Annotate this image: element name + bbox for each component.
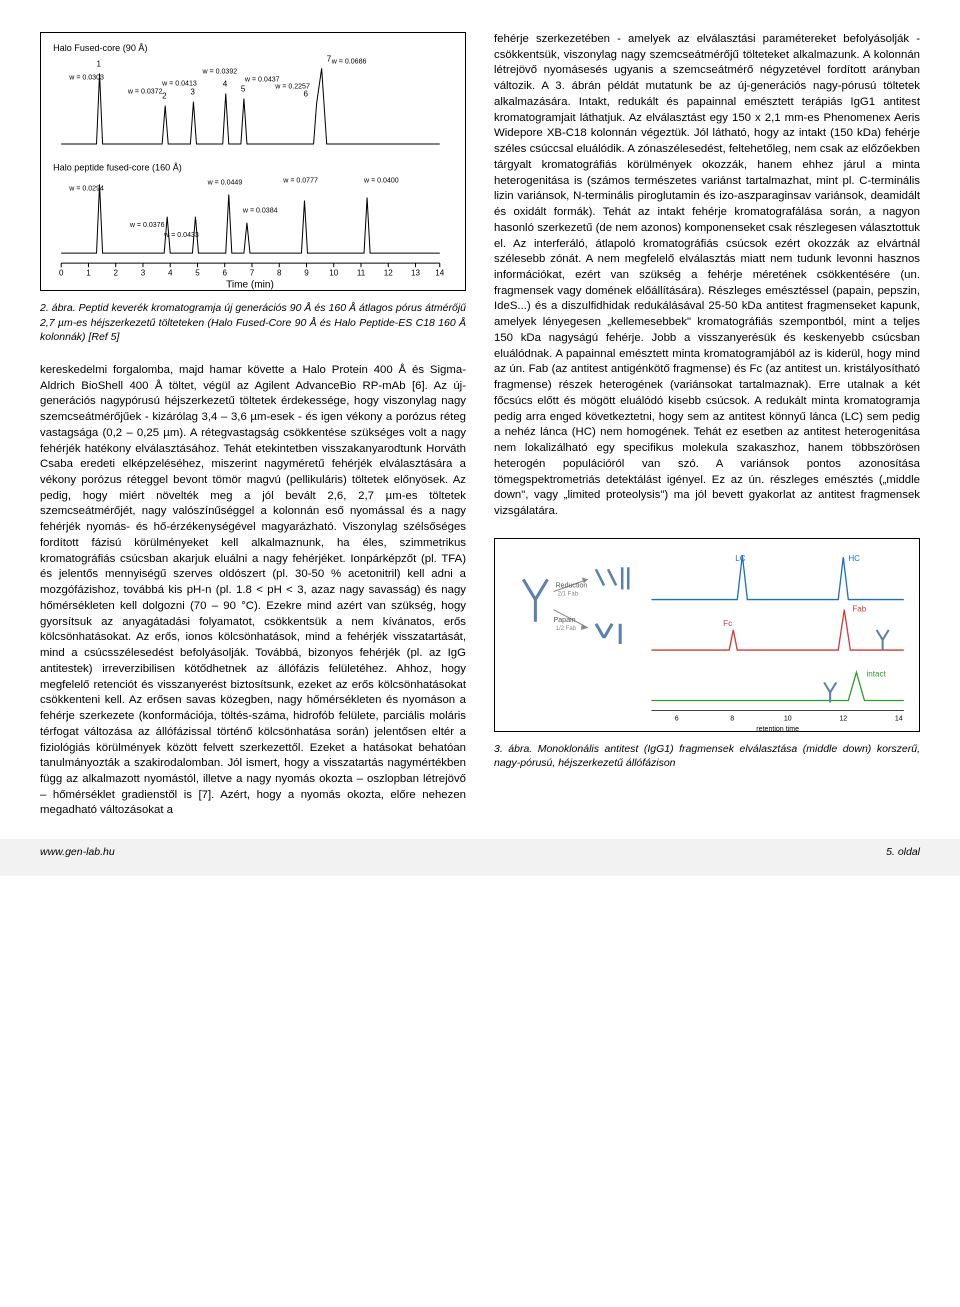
x-tick: 11: [357, 268, 366, 277]
peak-label-fab: Fab: [852, 604, 866, 613]
peak-label-lc: LC: [735, 554, 745, 563]
page-content: Halo Fused-core (90 Å) 1 2 3 4 5 6 7 w =…: [0, 0, 960, 839]
peak-label: 5: [241, 85, 246, 94]
w-label: w = 0.0294: [68, 185, 104, 192]
w-label: w = 0.0449: [207, 179, 243, 186]
body-text-left: kereskedelmi forgalomba, majd hamar köve…: [40, 363, 466, 819]
x-axis-label: retention time: [756, 726, 799, 731]
figure-2-caption: 2. ábra. Peptid keverék kromatogramja új…: [40, 301, 466, 344]
x-tick: 5: [195, 268, 200, 277]
x-tick: 0: [59, 268, 64, 277]
x-tick: 14: [895, 715, 903, 722]
x-tick: 10: [784, 715, 792, 722]
page-footer: www.gen-lab.hu 5. oldal: [0, 839, 960, 875]
x-tick: 13: [411, 268, 420, 277]
footer-page-number: 5. oldal: [886, 845, 920, 859]
w-label: w = 0.0686: [331, 58, 367, 65]
figure-2-svg: Halo Fused-core (90 Å) 1 2 3 4 5 6 7 w =…: [41, 33, 465, 290]
figure-2-chromatogram: Halo Fused-core (90 Å) 1 2 3 4 5 6 7 w =…: [40, 32, 466, 291]
arrow-sublabel: 1/2 Fab: [556, 626, 577, 632]
arrow-sublabel: 2/1 Fab: [558, 591, 579, 597]
x-tick: 7: [250, 268, 255, 277]
arrow-label-papain: Papain: [554, 617, 576, 624]
w-label: w = 0.0413: [161, 80, 197, 87]
w-label: w = 0.0392: [202, 68, 238, 75]
x-tick: 8: [730, 715, 734, 722]
peak-label: 4: [223, 80, 228, 89]
w-label: w = 0.0777: [282, 177, 318, 184]
w-label: w = 0.0400: [363, 177, 399, 184]
figure-3-caption: 3. ábra. Monoklonális antitest (IgG1) fr…: [494, 742, 920, 771]
body-text-right: fehérje szerkezetében - amelyek az elvál…: [494, 32, 920, 520]
peak-label-hc: HC: [848, 554, 860, 563]
x-axis-label: Time (min): [226, 279, 274, 290]
panel2-title: Halo peptide fused-core (160 Å): [53, 162, 182, 172]
x-tick: 6: [222, 268, 227, 277]
arrow-label-reduction: Reduction: [556, 582, 588, 589]
peak-label: 6: [303, 90, 308, 99]
peak-label: 1: [97, 59, 102, 68]
x-tick: 14: [435, 268, 444, 277]
x-tick: 2: [113, 268, 118, 277]
x-tick: 10: [329, 268, 338, 277]
w-label: w = 0.0372: [127, 89, 163, 96]
w-label: w = 0.0437: [244, 76, 280, 83]
peak-label: 2: [162, 92, 167, 101]
figure-3-svg: Reduction 2/1 Fab Papain 1/2 Fab: [495, 539, 919, 731]
left-column: Halo Fused-core (90 Å) 1 2 3 4 5 6 7 w =…: [40, 32, 466, 819]
x-tick: 3: [141, 268, 146, 277]
w-label: w = 0.0433: [163, 232, 199, 239]
w-label: w = 0.0376: [129, 222, 165, 229]
peak-label: 3: [190, 88, 195, 97]
panel1-title: Halo Fused-core (90 Å): [53, 43, 147, 53]
x-tick: 6: [675, 715, 679, 722]
footer-url: www.gen-lab.hu: [40, 845, 115, 859]
right-column: fehérje szerkezetében - amelyek az elvál…: [494, 32, 920, 819]
w-label: w = 0.2257: [274, 84, 310, 91]
x-tick: 8: [277, 268, 282, 277]
x-tick: 12: [839, 715, 847, 722]
peak-label-intact: intact: [866, 669, 886, 678]
peak-label-fc: Fc: [723, 619, 732, 628]
x-tick: 12: [384, 268, 393, 277]
x-tick: 9: [304, 268, 309, 277]
figure-3-composite: Reduction 2/1 Fab Papain 1/2 Fab: [494, 538, 920, 732]
w-label: w = 0.0303: [68, 74, 104, 81]
x-tick: 1: [86, 268, 91, 277]
w-label: w = 0.0384: [242, 208, 278, 215]
x-tick: 4: [168, 268, 173, 277]
